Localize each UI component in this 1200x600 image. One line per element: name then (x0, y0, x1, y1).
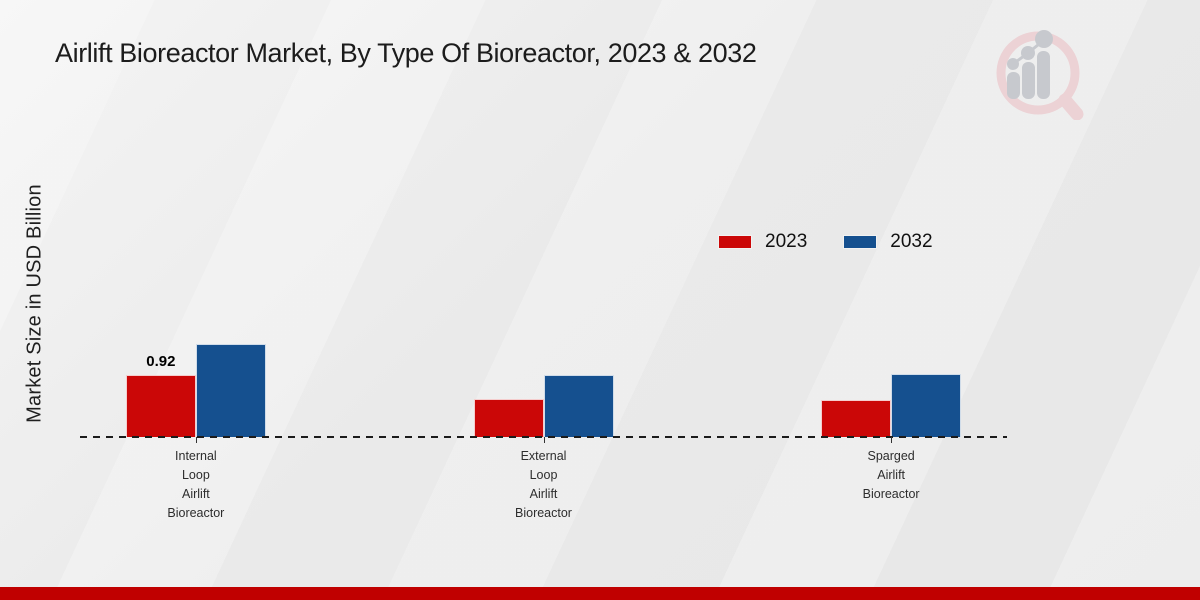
logo-bar-short (1007, 72, 1020, 99)
legend-item-2032: 2032 (843, 231, 933, 253)
logo-dot-large (1035, 30, 1053, 48)
legend: 2023 2032 (718, 231, 933, 253)
footer-strip (0, 587, 1200, 600)
bar-2032-category-1 (195, 344, 266, 437)
logo-dot-medium (1021, 46, 1035, 60)
bar-2032-category-3 (891, 374, 962, 437)
legend-label: 2023 (765, 231, 808, 252)
magnifier-bar-chart-logo (993, 26, 1085, 121)
bar-2023-category-1 (125, 375, 196, 437)
category-label: External Loop Airlift Bioreactor (515, 449, 572, 520)
bar-2032-category-2 (543, 375, 614, 437)
magnifier-handle-icon (1058, 93, 1084, 121)
logo-dot-small (1007, 58, 1019, 70)
y-axis-label: Market Size in USD Billion (23, 184, 46, 423)
category-label: Internal Loop Airlift Bioreactor (167, 449, 225, 520)
bar-2023-category-2 (473, 399, 544, 437)
bar-value-label: 0.92 (146, 353, 176, 370)
legend-item-2023: 2023 (718, 231, 807, 253)
legend-label: 2032 (890, 231, 933, 252)
x-axis-tick (891, 437, 893, 443)
logo-bar-tall (1037, 51, 1050, 99)
logo-bar-medium (1022, 62, 1035, 99)
plot-area: 0.92 Internal Loop Airlift Bioreactor Exte… (80, 100, 1007, 520)
chart-title: Airlift Bioreactor Market, By Type Of Bi… (55, 38, 757, 68)
bar-2023-category-3 (821, 400, 892, 437)
x-axis-tick (195, 437, 197, 443)
legend-swatch-2032 (843, 235, 878, 249)
x-axis-tick (543, 437, 545, 443)
category-label: Sparged Airlift Bioreactor (862, 449, 920, 501)
legend-swatch-2023 (718, 235, 752, 249)
